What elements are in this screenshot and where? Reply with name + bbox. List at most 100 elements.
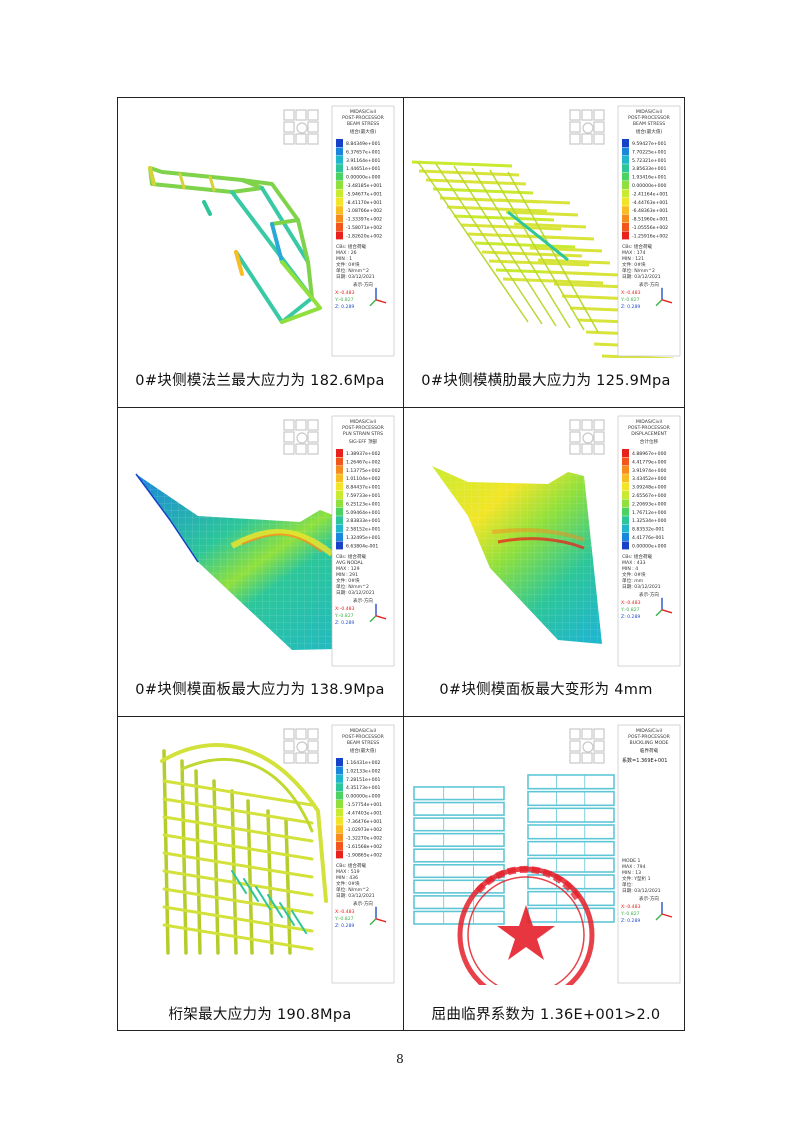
legend-color-swatch [336, 139, 343, 147]
legend-color-swatch [336, 516, 343, 525]
legend-info-line: CBs: 组合荷载 [622, 243, 653, 250]
legend-axis-cosine: Z: 0.289 [335, 304, 354, 310]
legend-value: -1.57754e+001 [346, 802, 382, 808]
legend-color-swatch [336, 231, 343, 240]
legend-axis-cosine: Z: 0.289 [621, 304, 640, 310]
legend-axis-cosine: Z: 0.289 [621, 614, 640, 620]
legend-value: 2.65567e+000 [632, 493, 667, 499]
legend-header-line: BEAM STRESS [347, 740, 379, 746]
legend-axis-cosine: X:-0.483 [621, 600, 641, 606]
legend-info-line: 文件: Y型桁 1 [622, 875, 651, 882]
legend-info-line: CBs: 组合荷载 [336, 862, 367, 869]
legend-value: 1.44651e+001 [346, 166, 381, 172]
legend-color-swatch [336, 482, 343, 491]
axis-y-icon [655, 913, 663, 921]
cell-buckling-mode: MIDAS/Civil POST-PROCESSOR BUCKLING MODE 临界… [404, 717, 688, 1031]
legend-header-line: POST-PROCESSOR [628, 115, 670, 121]
legend-color-swatch [336, 758, 343, 766]
legend-info-line: MAX : 26 [336, 250, 357, 256]
legend-result-type: 组合(最大值) [636, 128, 663, 135]
legend-color-swatch [336, 842, 343, 850]
legend-value: 0.00000e+000 [632, 543, 667, 549]
legend-value: -8.51960e+001 [632, 217, 668, 223]
legend-color-swatch [336, 164, 343, 173]
legend-view-direction: 表示-方向 [353, 281, 373, 288]
legend-header-line: BEAM STRESS [633, 121, 665, 127]
axis-x-icon [661, 913, 673, 918]
legend-header-line: POST-PROCESSOR [628, 734, 670, 740]
legend-result-type: SIG-EFF 顶部 [349, 438, 378, 445]
legend-info-line: 单位: mm [622, 577, 644, 584]
legend-color-swatch [622, 189, 629, 198]
legend-value: 7.70225e+001 [632, 149, 667, 155]
legend-color-swatch [622, 449, 629, 457]
legend-color-swatch [336, 791, 343, 800]
legend-value: 0.00000e+000 [346, 175, 381, 181]
table-divider-vertical [403, 98, 404, 1030]
watermark-logo [283, 109, 319, 145]
legend-info-line: 文件: 0#块 [622, 261, 646, 268]
legend-info-line: 日期: 03/12/2021 [622, 584, 661, 590]
legend-value: -4.44763e+001 [632, 200, 668, 206]
caption-flange-stress: 0#块侧模法兰最大应力为 182.6Mpa [135, 373, 385, 389]
legend-color-swatch [622, 491, 629, 499]
axis-x-icon [375, 299, 387, 304]
caption-panel-displacement: 0#块侧模面板最大变形为 4mm [439, 682, 653, 698]
legend-axis-cosine: Z: 0.289 [335, 620, 354, 626]
watermark-logo [569, 728, 605, 764]
legend-info-line: 日期: 03/12/2021 [336, 590, 375, 596]
legend-value: 7.59733e+001 [346, 493, 381, 499]
legend-info-line: 文件: 0#块 [622, 571, 646, 578]
legend-value: 8.83532e-001 [632, 527, 664, 533]
legend-value: -3.48185e+001 [346, 183, 382, 189]
legend-color-swatch [622, 172, 629, 181]
legend-color-swatch [336, 783, 343, 792]
legend-axis-cosine: X:-0.483 [335, 290, 355, 296]
legend-info-line: 单位: N/mm^2 [336, 886, 369, 893]
legend-color-swatch [622, 507, 629, 516]
legend-result-type: 合计位移 [640, 438, 659, 445]
legend-value: 3.83833e+001 [346, 518, 381, 524]
legend-color-swatch [336, 533, 343, 541]
axis-x-icon [661, 609, 673, 614]
legend-value: 8.84437e+001 [346, 485, 381, 491]
page-number: 8 [396, 1052, 404, 1066]
legend-axis-cosine: X:-0.483 [335, 606, 355, 612]
legend-info-line: MIN : 291 [336, 572, 358, 578]
legend-info-line: 文件: 0#块 [336, 880, 360, 887]
legend-value: -1.33397e+002 [346, 217, 382, 223]
legend-color-swatch [336, 474, 343, 483]
legend-color-swatch [622, 482, 629, 491]
legend-info-line: 单位: [622, 881, 633, 888]
legend-axis-cosine: Y:-0.827 [620, 911, 640, 917]
legend-axis-cosine: Z: 0.289 [335, 923, 354, 929]
legend-value: 0.00000e+000 [346, 794, 381, 800]
legend-value: 9.59427e+001 [632, 141, 667, 147]
legend-info-line: MAX : 433 [622, 560, 646, 566]
figure-panel-displacement: MIDAS/CivilPOST-PROCESSORDISPLACEMENT合计位… [432, 415, 681, 667]
legend-value: 7.28151e+001 [346, 777, 381, 783]
legend-info-line: 日期: 03/12/2021 [336, 274, 375, 280]
legend-color-swatch [336, 197, 343, 206]
legend-header-line: MIDAS/Civil [636, 109, 662, 115]
legend-value: 8.84349e+001 [346, 141, 381, 147]
legend-value: -1.02973e+002 [346, 827, 382, 833]
table-divider-row2 [118, 716, 684, 717]
legend-value: 1.76712e+000 [632, 510, 667, 516]
legend-color-swatch [622, 214, 629, 223]
legend-color-swatch [622, 164, 629, 173]
legend-value: -5.94677e+001 [346, 191, 382, 197]
legend-header-line: PLN STRAIN STRS [343, 431, 383, 437]
legend-view-direction: 表示-方向 [639, 895, 659, 902]
legend-info-line: CBs: 组合荷载 [336, 243, 367, 250]
legend-view-direction: 表示-方向 [353, 597, 373, 604]
legend-value: -1.32270e+002 [346, 836, 382, 842]
legend-value: 1.32534e+000 [632, 518, 667, 524]
legend-axis-cosine: X:-0.483 [335, 909, 355, 915]
legend-info-line: MIN : 1 [336, 256, 352, 262]
